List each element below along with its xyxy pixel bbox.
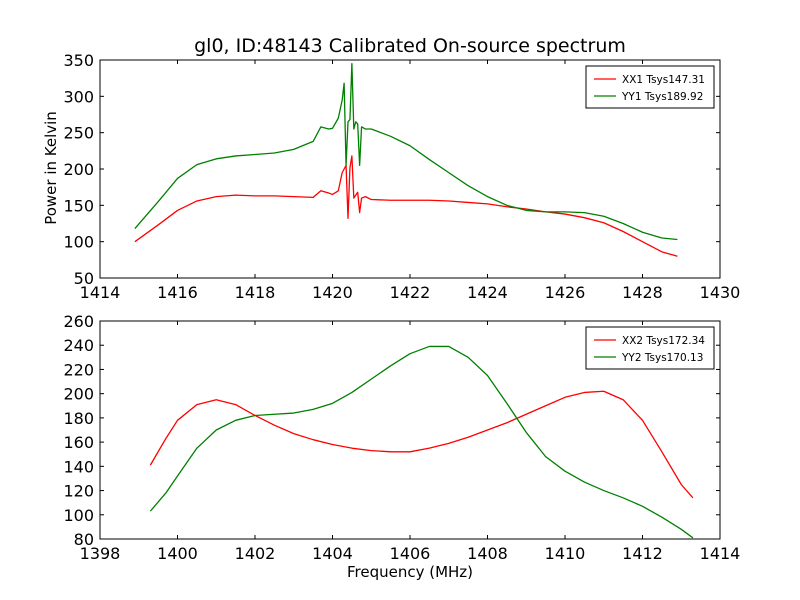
x-axis-title: Frequency (MHz) — [347, 563, 473, 581]
x-tick-label: 1428 — [622, 283, 663, 302]
x-tick-label: 1398 — [80, 544, 121, 563]
x-tick-label: 1418 — [235, 283, 276, 302]
y-tick-label: 260 — [63, 312, 94, 331]
series-line-yy2 — [149, 345, 694, 539]
x-tick-label: 1410 — [545, 544, 586, 563]
top-spectrum-plot: 1414 1416 1418 1420 1422 1424 1426 1428 1430 50 10… — [63, 51, 740, 302]
figure-title: gl0, ID:48143 Calibrated On-source spect… — [194, 35, 626, 57]
y-axis-title: Power in Kelvin — [42, 111, 60, 225]
y-tick-label: 240 — [63, 336, 94, 355]
series-line-xx2 — [149, 390, 694, 499]
y-tick-label: 300 — [63, 87, 94, 106]
x-tick-label: 1422 — [390, 283, 431, 302]
bottom-spectrum-plot: 1398 1400 1402 1404 1406 1408 1410 1412 1414 80 10… — [63, 312, 740, 563]
y-tick-label: 50 — [74, 269, 94, 288]
legend-label: XX2 Tsys172.34 — [622, 335, 705, 347]
x-tick-label: 1412 — [622, 544, 663, 563]
y-tick-label: 100 — [63, 233, 94, 252]
x-tick-label: 1408 — [467, 544, 508, 563]
series-line-yy1 — [134, 62, 678, 241]
legend-box — [585, 65, 715, 109]
x-tick-label: 1426 — [545, 283, 586, 302]
y-tick-label: 160 — [63, 433, 94, 452]
y-tick-label: 80 — [74, 530, 94, 549]
x-tick-label: 1420 — [312, 283, 353, 302]
x-tick-label: 1424 — [467, 283, 508, 302]
y-tick-label: 180 — [63, 409, 94, 428]
x-tick-label: 1406 — [390, 544, 431, 563]
x-tick-label: 1430 — [700, 283, 741, 302]
y-tick-label: 120 — [63, 482, 94, 501]
legend-label: YY2 Tsys170.13 — [621, 352, 703, 364]
y-tick-label: 200 — [63, 160, 94, 179]
x-tick-label: 1414 — [700, 544, 741, 563]
x-tick-label: 1414 — [80, 283, 121, 302]
x-tick-label: 1404 — [312, 544, 353, 563]
series-line-xx1 — [134, 155, 678, 257]
y-tick-label: 200 — [63, 385, 94, 404]
y-tick-label: 250 — [63, 124, 94, 143]
legend: XX2 Tsys172.34 YY2 Tsys170.13 — [585, 326, 715, 370]
x-tick-label: 1402 — [235, 544, 276, 563]
legend-label: XX1 Tsys147.31 — [622, 74, 705, 86]
legend-label: YY1 Tsys189.92 — [621, 91, 703, 103]
y-tick-label: 350 — [63, 51, 94, 70]
y-tick-label: 100 — [63, 506, 94, 525]
x-tick-label: 1400 — [157, 544, 198, 563]
legend: XX1 Tsys147.31 YY1 Tsys189.92 — [585, 65, 715, 109]
legend-box — [585, 326, 715, 370]
x-tick-label: 1416 — [157, 283, 198, 302]
y-tick-label: 220 — [63, 360, 94, 379]
y-tick-label: 140 — [63, 457, 94, 476]
y-tick-label: 150 — [63, 196, 94, 215]
